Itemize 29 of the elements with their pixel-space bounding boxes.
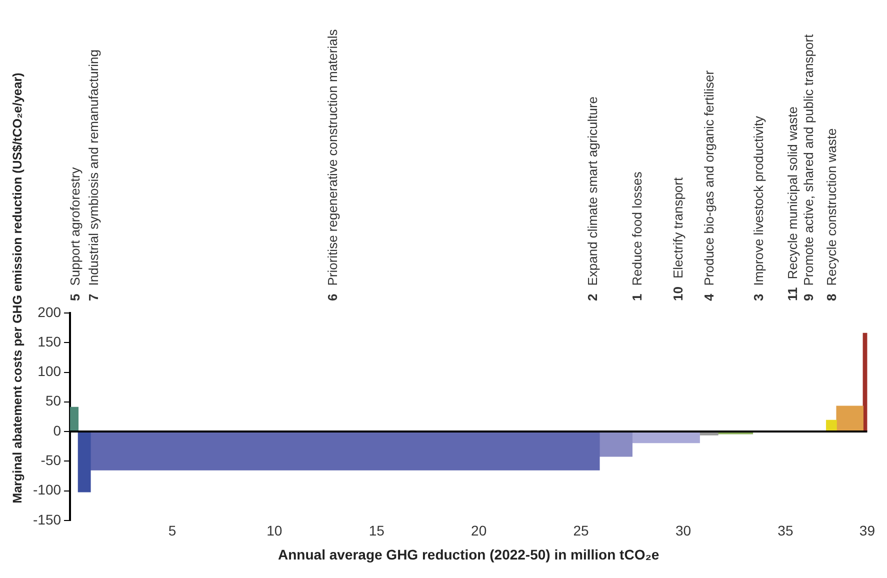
text: 9 Promote active, shared and public transport [801,34,816,301]
x-tick-label: 25 [573,522,590,539]
text: 11 Recycle municipal solid waste [785,106,800,301]
x-tick-label: 10 [266,522,282,539]
y-tick-label: 200 [38,304,62,320]
y-tick-label: 150 [38,333,62,350]
x-tick-label: 39 [859,522,876,539]
text: 3 Improve livestock productivity [750,115,766,301]
y-axis-title: Marginal abatement costs per GHG emission reduction (US$/tCO₂e/year) [10,72,24,504]
text: 1 Reduce food losses [630,171,645,301]
x-axis-title: Annual average GHG reduction (2022-50) in million tCO₂e [278,546,660,562]
x-tick-label: 15 [368,522,385,539]
y-tick-label: -150 [32,511,62,528]
x-tick-label: 5 [168,522,176,539]
x-tick-label: 35 [778,522,794,539]
text: 4 Produce bio-gas and organic fertiliser [701,70,716,301]
y-tick-label: 50 [45,392,62,409]
x-tick-label: 20 [471,522,487,539]
text: 6 Prioritise regenerative construction materials [325,28,340,301]
y-tick-label: -100 [32,482,62,498]
y-tick-label: -50 [40,452,62,468]
x-tick-label: 30 [675,522,692,539]
text: 5 Support agroforestry [68,166,83,301]
text: 7 Industrial symbiosis and remanufacturing [86,49,101,301]
text: 8 Recycle construction waste [824,128,840,301]
text: 10 Electrify transport [670,177,686,301]
text: 2 Expand climate smart agriculture [584,96,600,301]
y-tick-label: 0 [53,422,62,438]
y-tick-label: 100 [38,363,62,380]
